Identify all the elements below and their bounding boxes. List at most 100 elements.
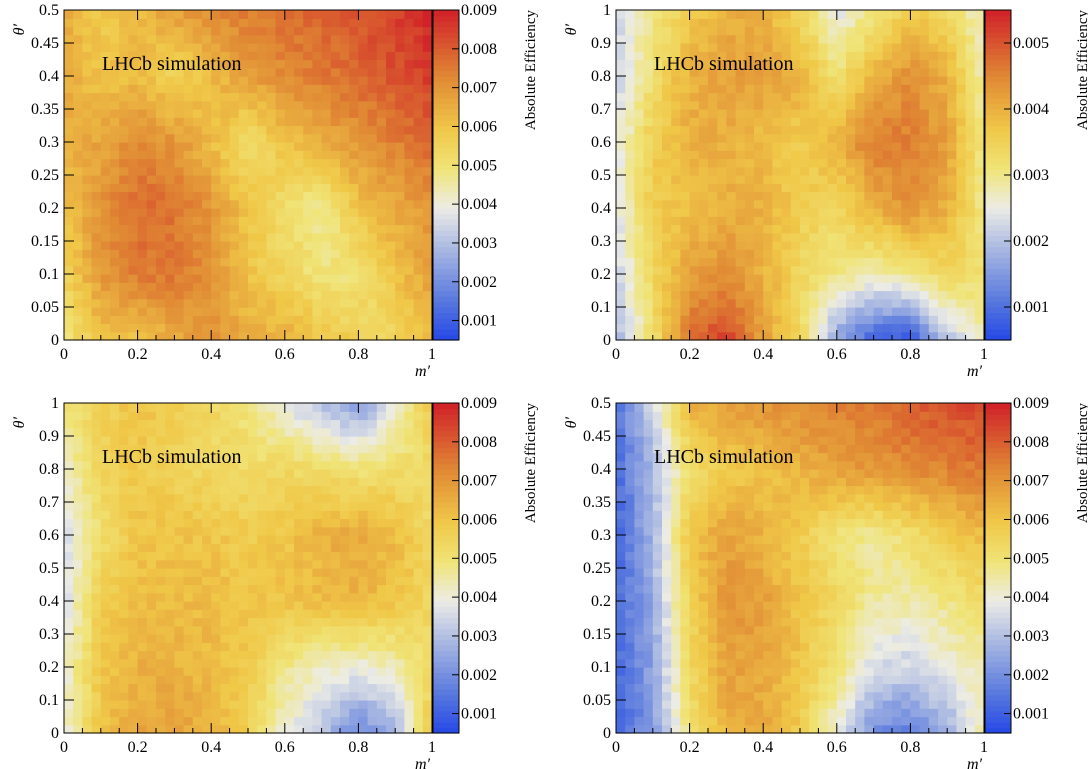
- heatmap-cell: [367, 150, 378, 160]
- heatmap-cell: [220, 307, 231, 316]
- heatmap-cell: [238, 43, 249, 52]
- heatmap-cell: [64, 26, 74, 36]
- heatmap-cell: [110, 150, 120, 160]
- heatmap-cell: [100, 331, 111, 341]
- heatmap-cell: [156, 175, 166, 184]
- heatmap-cell: [202, 76, 212, 85]
- heatmap-cell: [303, 166, 313, 176]
- y-tick-label: 0.05: [31, 299, 59, 316]
- heatmap-cell: [211, 290, 221, 300]
- heatmap-cell: [294, 307, 304, 316]
- heatmap-cell: [349, 232, 359, 242]
- heatmap-cell: [165, 100, 175, 110]
- heatmap-cell: [349, 183, 359, 193]
- heatmap-cell: [312, 109, 323, 118]
- heatmap-cell: [238, 265, 249, 275]
- heatmap-cell: [349, 298, 359, 308]
- heatmap-cell: [64, 232, 74, 242]
- heatmap-cell: [349, 323, 359, 333]
- heatmap-cell: [358, 117, 369, 127]
- heatmap-cell: [128, 191, 139, 201]
- heatmap-cell: [229, 331, 240, 341]
- heatmap-cell: [119, 282, 129, 292]
- heatmap-cell: [165, 117, 175, 127]
- heatmap-cell: [294, 133, 304, 143]
- heatmap-cell: [303, 76, 313, 85]
- heatmap-cell: [294, 265, 304, 275]
- heatmap-cell: [404, 323, 415, 333]
- heatmap-cell: [413, 265, 424, 275]
- heatmap-cell: [238, 125, 249, 135]
- heatmap-cell: [192, 191, 203, 201]
- heatmap-cell: [413, 142, 424, 151]
- heatmap-cell: [294, 92, 304, 102]
- heatmap-cell: [404, 150, 415, 160]
- heatmap-cell: [146, 257, 157, 267]
- heatmap-cell: [137, 18, 148, 28]
- color-bar-swatch: [433, 21, 459, 28]
- heatmap-cell: [82, 331, 93, 341]
- heatmap-cell: [211, 158, 221, 168]
- heatmap-cell: [386, 100, 396, 110]
- heatmap-cell: [82, 265, 93, 275]
- heatmap-cell: [349, 51, 359, 61]
- heatmap-cell: [386, 67, 396, 77]
- heatmap-cell: [340, 100, 350, 110]
- heatmap-cell: [110, 133, 120, 143]
- heatmap-cell: [192, 315, 203, 325]
- heatmap-cell: [321, 331, 332, 341]
- heatmap-cell: [349, 199, 359, 209]
- heatmap-cell: [340, 183, 350, 193]
- heatmap-cell: [238, 307, 249, 316]
- heatmap-cell: [330, 117, 341, 127]
- heatmap-cell: [321, 34, 332, 44]
- heatmap-cell: [211, 34, 221, 44]
- color-bar-swatch: [433, 26, 459, 33]
- heatmap-cell: [220, 282, 231, 292]
- heatmap-cell: [82, 109, 93, 118]
- heatmap-cell: [340, 257, 350, 267]
- heatmap-cell: [183, 158, 194, 168]
- heatmap-cell: [192, 274, 203, 283]
- heatmap-cell: [367, 117, 378, 127]
- heatmap-cell: [404, 191, 415, 201]
- heatmap-cell: [220, 241, 231, 250]
- heatmap-cell: [386, 199, 396, 209]
- heatmap-cell: [73, 43, 83, 52]
- heatmap-cell: [284, 109, 295, 118]
- heatmap-cell: [349, 34, 359, 44]
- color-bar-swatch: [433, 142, 459, 149]
- heatmap-cell: [229, 208, 240, 217]
- heatmap-cell: [376, 191, 387, 201]
- heatmap-cell: [404, 158, 415, 168]
- heatmap-cell: [82, 92, 93, 102]
- color-bar-swatch: [433, 109, 459, 116]
- heatmap-cell: [165, 265, 175, 275]
- heatmap-cell: [119, 10, 129, 19]
- heatmap-cell: [146, 232, 157, 242]
- heatmap-cell: [422, 315, 433, 325]
- heatmap-cell: [220, 34, 231, 44]
- heatmap-cell: [248, 51, 258, 61]
- heatmap-cell: [358, 166, 369, 176]
- heatmap-cell: [110, 191, 120, 201]
- heatmap-cell: [137, 307, 148, 316]
- heatmap-cell: [73, 208, 83, 217]
- heatmap-cell: [376, 249, 387, 259]
- heatmap-cell: [192, 331, 203, 341]
- heatmap-cell: [284, 51, 295, 61]
- heatmap-cell: [275, 117, 286, 127]
- heatmap-cell: [376, 92, 387, 102]
- heatmap-cell: [220, 175, 231, 184]
- heatmap-cell: [367, 191, 378, 201]
- heatmap-cell: [404, 183, 415, 193]
- heatmap-cell: [128, 166, 139, 176]
- heatmap-cell: [257, 59, 267, 69]
- heatmap-cell: [312, 249, 323, 259]
- heatmap-cell: [64, 51, 74, 61]
- color-bar-swatch: [433, 136, 459, 143]
- heatmap-cell: [367, 142, 378, 151]
- heatmap-cell: [220, 208, 231, 217]
- heatmap-cell: [220, 199, 231, 209]
- heatmap-cell: [202, 84, 212, 94]
